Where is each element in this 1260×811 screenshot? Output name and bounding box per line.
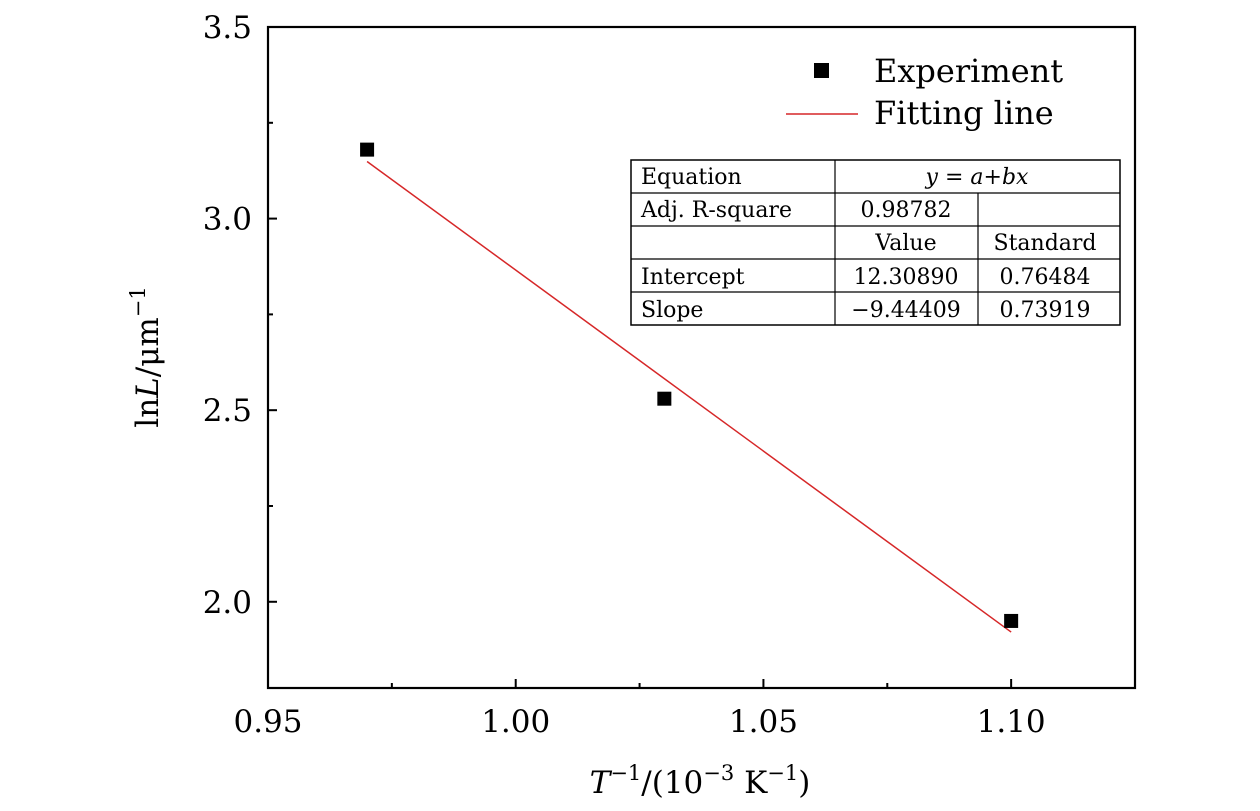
data-point <box>1004 613 1019 628</box>
fit-table-slope-label: Slope <box>641 298 703 323</box>
plot-area-frame <box>266 25 1137 690</box>
x-axis-label-mid: /(10 <box>641 765 703 801</box>
legend-marker-experiment <box>814 63 829 78</box>
fit-table: Equation y = a+bx Adj. R-square 0.98782 … <box>630 159 1121 326</box>
y-tick-label: 3.5 <box>203 10 252 46</box>
legend: Experiment Fitting line <box>786 52 1063 132</box>
x-axis-ticks: 0.95 1.00 1.05 1.10 <box>233 679 1046 740</box>
fit-table-slope-standard: 0.73919 <box>1000 298 1091 323</box>
fit-line <box>366 160 1012 633</box>
x-tick-label: 1.05 <box>729 704 798 740</box>
x-axis-label-base: T <box>590 765 613 801</box>
series-layer <box>360 142 1019 633</box>
y-tick-label: 2.0 <box>203 585 252 621</box>
x-axis-label: T−1/(10−3 K−1) <box>590 761 811 801</box>
y-axis-label-var: L <box>130 377 166 399</box>
fit-table-equation-label: Equation <box>641 165 742 190</box>
fit-table-header-standard: Standard <box>994 231 1097 256</box>
y-axis-ticks: 2.0 2.5 3.0 3.5 <box>203 10 277 621</box>
fit-table-intercept-label: Intercept <box>641 265 745 290</box>
x-tick-label: 1.10 <box>977 704 1046 740</box>
y-axis-label-mid: /μm <box>130 317 166 377</box>
y-axis-label-pre: ln <box>130 398 166 428</box>
x-axis-label-sup3: −1 <box>767 761 798 785</box>
x-axis-label-sup2: −3 <box>703 761 734 785</box>
x-axis-label-mid2: K <box>734 765 768 801</box>
fit-table-slope-value: −9.44409 <box>851 298 960 323</box>
fit-table-adj-rsquare-label: Adj. R-square <box>640 198 792 223</box>
fit-table-equation-value: y = a+bx <box>925 165 1029 190</box>
fit-table-adj-rsquare-value: 0.98782 <box>861 198 952 223</box>
x-axis-label-end: ) <box>798 765 810 801</box>
fit-table-intercept-standard: 0.76484 <box>1000 265 1091 290</box>
fit-table-border <box>630 159 1121 326</box>
data-point <box>360 142 375 157</box>
legend-label-fitting: Fitting line <box>874 94 1054 132</box>
y-tick-label: 2.5 <box>203 393 252 429</box>
x-axis-label-sup1: −1 <box>610 761 641 785</box>
data-point <box>657 391 672 406</box>
fit-table-intercept-value: 12.30890 <box>854 265 959 290</box>
y-axis-label: lnL/μm−1 <box>126 286 166 427</box>
y-axis-label-sup: −1 <box>126 286 150 317</box>
x-tick-label: 1.00 <box>481 704 550 740</box>
x-tick-label: 0.95 <box>233 704 302 740</box>
y-tick-label: 3.0 <box>203 202 252 238</box>
fit-table-header-value: Value <box>874 231 936 256</box>
legend-label-experiment: Experiment <box>874 52 1063 90</box>
